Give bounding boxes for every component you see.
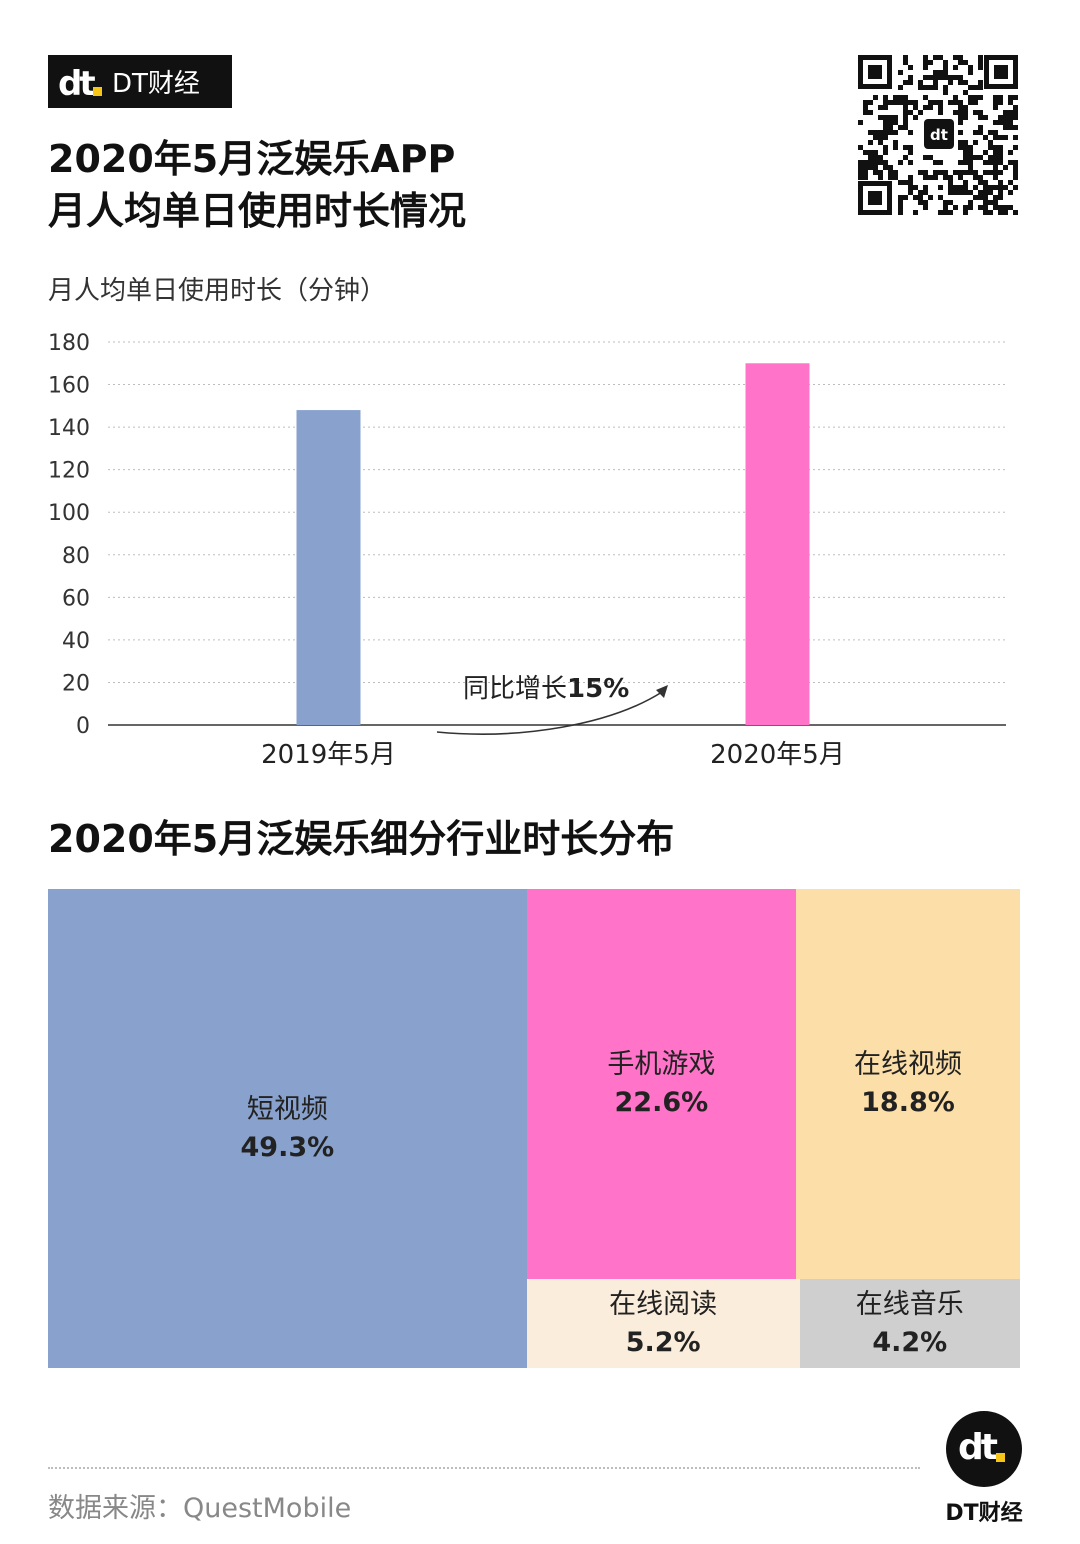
treemap-cell-name: 在线视频 <box>853 1049 962 1081</box>
growth-arrow <box>436 691 663 735</box>
x-tick-label: 2020年5月 <box>710 740 845 770</box>
treemap-cell-name: 手机游戏 <box>607 1049 716 1081</box>
growth-annotation: 同比增长15% <box>463 674 629 704</box>
treemap-cell-name: 在线音乐 <box>855 1288 964 1320</box>
treemap-cell: 在线音乐 4.2% <box>799 1279 1020 1368</box>
treemap-cell: 在线阅读 5.2% <box>526 1279 800 1368</box>
source-text: 数据来源：QuestMobile <box>48 1493 352 1524</box>
treemap-cell: 在线视频 18.8% <box>795 889 1020 1280</box>
treemap-cell: 短视频 49.3% <box>48 889 527 1368</box>
x-tick-label: 2019年5月 <box>261 740 396 770</box>
bar-chart-ylabel: 月人均单日使用时长（分钟） <box>48 276 387 306</box>
title-line-1: 2020年5月泛娱乐APP <box>48 137 456 181</box>
treemap-cell-percent: 5.2% <box>625 1326 701 1358</box>
title-line-2: 月人均单日使用时长情况 <box>48 189 467 233</box>
treemap-cell-name: 短视频 <box>246 1093 328 1125</box>
qr-code-icon: dt <box>858 55 1018 215</box>
y-tick-label: 60 <box>62 586 90 611</box>
treemap: 短视频 49.3% 手机游戏 22.6% 在线视频 18.8% 在线阅读 5.2% 在线音乐 4.… <box>48 889 1020 1368</box>
footer-brand-text: DT财经 <box>945 1501 1023 1526</box>
growth-annotation-prefix: 同比增长 <box>463 674 567 704</box>
y-tick-label: 100 <box>48 501 90 526</box>
page-title: 2020年5月泛娱乐APP 月人均单日使用时长情况 <box>48 133 466 237</box>
svg-text:dt: dt <box>930 126 948 144</box>
y-tick-label: 120 <box>48 459 90 484</box>
treemap-cell-percent: 22.6% <box>614 1087 709 1119</box>
treemap-cell-percent: 49.3% <box>240 1131 335 1163</box>
treemap-title: 2020年5月泛娱乐细分行业时长分布 <box>48 817 675 861</box>
treemap-cell: 手机游戏 22.6% <box>526 889 796 1280</box>
bar-1 <box>296 410 361 725</box>
treemap-cell-name: 在线阅读 <box>609 1288 718 1320</box>
y-tick-label: 40 <box>62 629 90 654</box>
y-tick-label: 160 <box>48 374 90 399</box>
treemap-cell-percent: 4.2% <box>872 1326 948 1358</box>
growth-arrow-head <box>656 685 668 698</box>
bar-2 <box>745 363 810 725</box>
treemap-cell-percent: 18.8% <box>861 1087 955 1119</box>
dt-logo-icon: dt <box>48 55 108 108</box>
brand-badge: dt DT财经 <box>48 55 232 108</box>
dt-round-logo-icon: dt <box>946 1411 1022 1487</box>
y-tick-label: 80 <box>62 544 90 569</box>
footer-divider <box>48 1467 920 1469</box>
y-tick-label: 20 <box>62 671 90 696</box>
brand-badge-text: DT财经 <box>112 69 200 99</box>
growth-annotation-value: 15% <box>567 674 629 704</box>
y-tick-label: 140 <box>48 416 90 441</box>
y-tick-label: 180 <box>48 331 90 356</box>
y-tick-label: 0 <box>76 714 90 739</box>
